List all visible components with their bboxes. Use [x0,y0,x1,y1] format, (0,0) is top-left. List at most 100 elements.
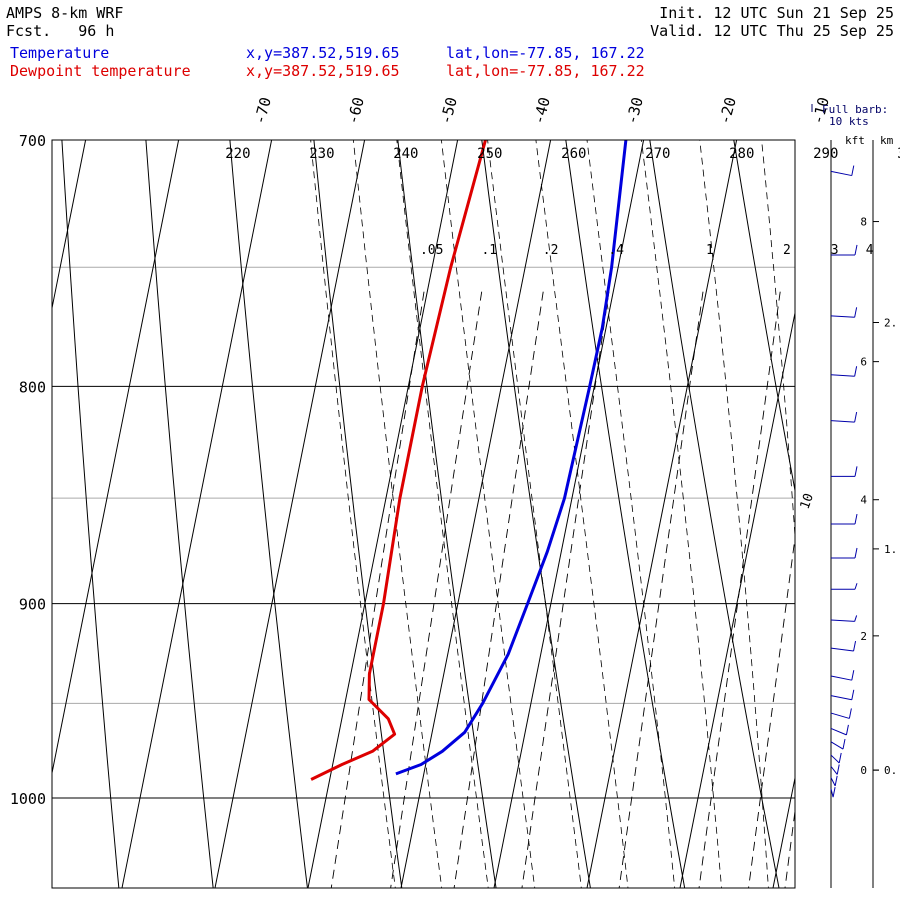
wind-barb-flag [838,752,842,764]
mixing-ratio-label: .1 [481,243,497,258]
km-unit-label: km [880,134,894,147]
dry-adiabat-line [313,140,403,888]
wind-barb [830,366,858,377]
wind-barb-staff [830,374,855,377]
temperature-profile-line [395,140,628,776]
mixing-ratio-line [330,291,425,888]
pressure-label: 700 [19,132,46,150]
mixing-ratio-line [748,534,795,888]
wind-barb-staff [830,754,840,764]
wind-barb [830,670,855,681]
wind-barb [830,615,858,622]
temperature-label: -40 [530,95,554,126]
isotherm-line [400,140,552,888]
kft-label: 6 [860,356,867,369]
dry-adiabat-line [808,87,900,900]
moist-adiabat-line [440,140,536,888]
wind-barb-staff [830,315,855,318]
mixing-ratio-line [836,292,900,900]
isotherm-line [679,310,795,888]
isotherm-line [52,140,180,776]
forecast-hour: Fcst. 96 h [6,22,115,40]
wind-barb-staff [830,712,850,719]
mixing-ratio-label: .2 [543,243,559,258]
wind-barb-flag [851,670,855,681]
wind-barb [831,583,858,590]
wind-barb-staff [830,619,855,622]
wind-barb-flag [845,724,849,735]
wind-speed-marker: 10 [798,492,817,512]
isotherm-line [586,140,738,888]
wind-barb-staff [830,420,855,423]
moist-adiabat-line [352,140,443,888]
temperature-label: -50 [437,95,461,126]
dry-adiabat-line [565,140,686,888]
wind-barb-staff [830,777,836,787]
dry-adiabat-line [649,140,780,888]
wind-barb-flag [832,787,836,798]
kft-label: 2 [860,630,867,643]
wind-barb-flag [836,764,840,775]
isotherm-line [493,140,645,888]
legend-dewpoint-name: Dewpoint temperature [10,62,191,80]
wind-barb-flag [842,738,846,750]
mixing-ratio-label: 1 [706,243,714,258]
wind-barb [830,738,846,750]
dry-adiabat-line [481,140,591,888]
mixing-ratio-label: .4 [608,243,624,258]
wind-barb [831,513,858,525]
wind-barb-staff [830,647,854,652]
wind-barb [830,775,838,787]
mixing-ratio-line [453,291,544,888]
wind-barb-flag [854,615,858,622]
moist-adiabat-line [310,140,396,888]
mixing-ratio-label: 3 [831,243,839,258]
wind-barb [830,724,849,736]
km-label: 2. [884,316,897,329]
dry-adiabat-line [733,140,795,494]
wind-barb-flag [853,640,857,652]
wind-barb [830,752,842,764]
temperature-label: -30 [623,95,647,126]
wind-barb-staff [830,766,838,775]
mixing-ratio-label: 4 [866,243,874,258]
wind-barb-flag [854,513,858,525]
dry-adiabat-line [145,140,214,888]
moist-adiabat-line [487,140,582,888]
moist-adiabat-line [396,140,489,888]
init-time: Init. 12 UTC Sun 21 Sep 25 [659,4,894,22]
legend-temperature-xy: x,y=387.52,519.65 [246,44,400,62]
wind-barb-staff [830,170,852,177]
wind-barb [831,547,858,559]
dry-adiabat-line [229,140,308,888]
km-label: 1. [884,543,897,556]
mixing-ratio-line [698,291,781,888]
barb-key-line2: 10 kts [829,115,869,128]
wind-barb-flag [854,411,858,423]
wind-barb-flag [854,583,858,590]
theta-label: 240 [393,146,418,162]
theta-label: 220 [225,146,250,162]
theta-label: 230 [309,146,334,162]
wind-barb-flag [851,165,855,176]
wind-barb [830,689,855,701]
legend-temperature-name: Temperature [10,44,110,62]
theta-label: 280 [729,146,754,162]
mixing-ratio-line [521,291,610,888]
kft-label: 4 [860,494,867,507]
theta-label: 290 [813,146,838,162]
mixing-ratio-label: .05 [420,243,443,258]
wind-barb-staff [830,741,844,750]
wind-barb-flag [848,708,852,719]
moist-adiabat-line [822,87,862,900]
temperature-label: -20 [716,95,740,126]
legend-temperature-latlon: lat,lon=-77.85, 167.22 [446,44,645,62]
wind-barb-flag [854,307,858,318]
wind-barb-flag [854,244,858,256]
temperature-label: -70 [251,95,275,126]
moist-adiabat-line [699,140,769,888]
wind-barb-flag [854,366,858,377]
temperature-label: -60 [344,95,368,126]
wind-barb-flag [854,547,858,559]
